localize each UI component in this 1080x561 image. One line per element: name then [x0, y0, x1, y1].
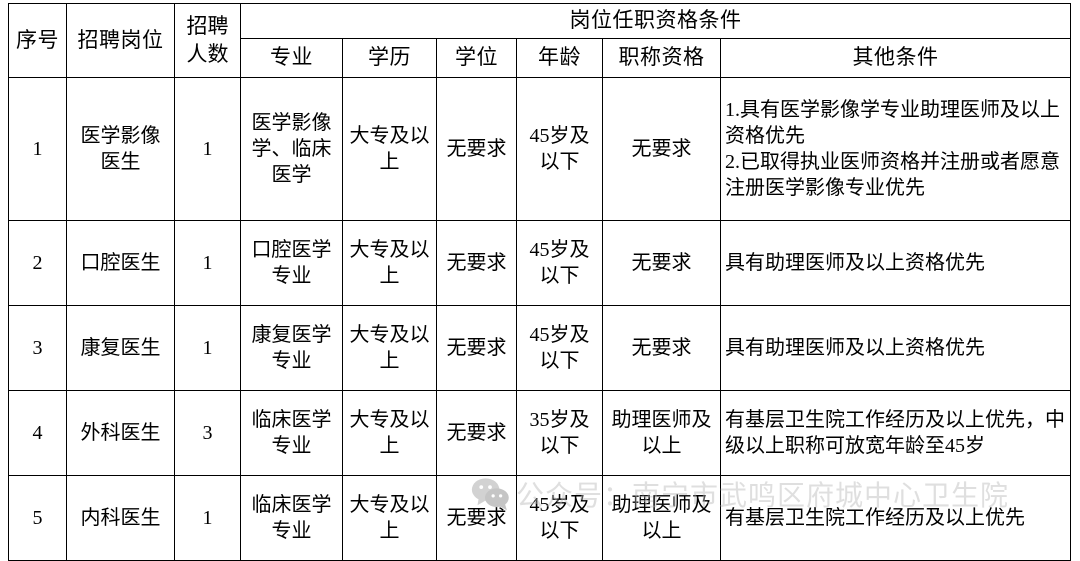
cell-post: 康复医生 [66, 305, 175, 391]
column-header-count: 招聘 人数 [174, 3, 241, 78]
cell-count: 1 [174, 220, 241, 306]
cell-age: 35岁及以下 [516, 390, 603, 476]
cell-post: 内科医生 [66, 475, 175, 561]
column-header-age: 年龄 [516, 38, 603, 78]
spreadsheet-canvas: 序号 招聘岗位 招聘 人数 岗位任职资格条件 专业 学历 学位 年龄 职称资格 … [8, 3, 1072, 561]
table-row: 1 医学影像医生 1 医学影像学、临床医学 大专及以上 无要求 45岁及以下 无… [8, 77, 1072, 221]
other-condition-line: 具有助理医师及以上资格优先 [725, 252, 985, 274]
column-header-degree: 学位 [436, 38, 517, 78]
cell-age: 45岁及以下 [516, 77, 603, 221]
table-row: 3 康复医生 1 康复医学专业 大专及以上 无要求 45岁及以下 无要求 具有助… [8, 305, 1072, 391]
cell-education: 大专及以上 [342, 220, 437, 306]
other-conditions-list: 1.具有医学影像学专业助理医师及以上资格优先 2.已取得执业医师资格并注册或者愿… [725, 97, 1066, 201]
cell-degree: 无要求 [436, 77, 517, 221]
column-header-title-qualification: 职称资格 [602, 38, 721, 78]
other-conditions-list: 有基层卫生院工作经历及以上优先 [725, 505, 1066, 531]
cell-seq: 3 [8, 305, 67, 391]
cell-education: 大专及以上 [342, 390, 437, 476]
cell-other-conditions: 具有助理医师及以上资格优先 [719, 305, 1072, 391]
cell-age: 45岁及以下 [516, 475, 603, 561]
cell-count: 1 [174, 77, 241, 221]
other-conditions-list: 有基层卫生院工作经历及以上优先，中级以上职称可放宽年龄至45岁 [725, 407, 1066, 459]
cell-title-qualification: 助理医师及以上 [602, 475, 721, 561]
cell-title-qualification: 助理医师及以上 [602, 390, 721, 476]
column-header-major: 专业 [240, 38, 343, 78]
cell-seq: 2 [8, 220, 67, 306]
cell-count: 3 [174, 390, 241, 476]
column-header-group-qualifications: 岗位任职资格条件 [239, 3, 1072, 39]
cell-degree: 无要求 [436, 220, 517, 306]
column-header-post: 招聘岗位 [66, 3, 175, 78]
cell-title-qualification: 无要求 [602, 220, 721, 306]
cell-education: 大专及以上 [342, 77, 437, 221]
cell-count: 1 [174, 305, 241, 391]
table-body: 1 医学影像医生 1 医学影像学、临床医学 大专及以上 无要求 45岁及以下 无… [8, 77, 1072, 561]
cell-other-conditions: 1.具有医学影像学专业助理医师及以上资格优先 2.已取得执业医师资格并注册或者愿… [719, 77, 1072, 221]
cell-other-conditions: 有基层卫生院工作经历及以上优先，中级以上职称可放宽年龄至45岁 [719, 390, 1072, 476]
cell-seq: 1 [8, 77, 67, 221]
column-header-education: 学历 [342, 38, 437, 78]
other-conditions-list: 具有助理医师及以上资格优先 [725, 335, 1066, 361]
cell-title-qualification: 无要求 [602, 77, 721, 221]
cell-count: 1 [174, 475, 241, 561]
cell-age: 45岁及以下 [516, 305, 603, 391]
cell-degree: 无要求 [436, 305, 517, 391]
cell-post: 医学影像医生 [66, 77, 175, 221]
cell-education: 大专及以上 [342, 305, 437, 391]
cell-degree: 无要求 [436, 475, 517, 561]
table-row: 2 口腔医生 1 口腔医学专业 大专及以上 无要求 45岁及以下 无要求 具有助… [8, 220, 1072, 306]
recruitment-table: 序号 招聘岗位 招聘 人数 岗位任职资格条件 专业 学历 学位 年龄 职称资格 … [8, 3, 1072, 561]
cell-age: 45岁及以下 [516, 220, 603, 306]
cell-major: 口腔医学专业 [240, 220, 343, 306]
cell-seq: 4 [8, 390, 67, 476]
column-header-count-line1: 招聘 [186, 14, 229, 39]
other-condition-line: 具有助理医师及以上资格优先 [725, 337, 985, 359]
cell-major: 医学影像学、临床医学 [240, 77, 343, 221]
table-row: 4 外科医生 3 临床医学专业 大专及以上 无要求 35岁及以下 助理医师及以上… [8, 390, 1072, 476]
cell-other-conditions: 具有助理医师及以上资格优先 [719, 220, 1072, 306]
other-condition-line: 有基层卫生院工作经历及以上优先 [725, 507, 1025, 529]
table-header: 序号 招聘岗位 招聘 人数 岗位任职资格条件 专业 学历 学位 年龄 职称资格 … [8, 3, 1072, 78]
cell-degree: 无要求 [436, 390, 517, 476]
cell-major: 临床医学专业 [240, 390, 343, 476]
other-condition-line: 2.已取得执业医师资格并注册或者愿意注册医学影像专业优先 [725, 151, 1060, 199]
cell-post: 外科医生 [66, 390, 175, 476]
cell-other-conditions: 有基层卫生院工作经历及以上优先 [719, 475, 1072, 561]
other-condition-line: 有基层卫生院工作经历及以上优先，中级以上职称可放宽年龄至45岁 [725, 409, 1065, 457]
other-condition-line: 1.具有医学影像学专业助理医师及以上资格优先 [725, 99, 1060, 147]
column-header-seq: 序号 [8, 3, 67, 78]
column-header-other-conditions: 其他条件 [719, 38, 1072, 78]
cell-seq: 5 [8, 475, 67, 561]
header-row-top: 序号 招聘岗位 招聘 人数 岗位任职资格条件 [8, 3, 1072, 78]
table-row: 5 内科医生 1 临床医学专业 大专及以上 无要求 45岁及以下 助理医师及以上… [8, 475, 1072, 561]
cell-major: 康复医学专业 [240, 305, 343, 391]
cell-major: 临床医学专业 [240, 475, 343, 561]
other-conditions-list: 具有助理医师及以上资格优先 [725, 250, 1066, 276]
cell-post: 口腔医生 [66, 220, 175, 306]
cell-title-qualification: 无要求 [602, 305, 721, 391]
cell-education: 大专及以上 [342, 475, 437, 561]
column-header-count-line2: 人数 [186, 41, 229, 66]
